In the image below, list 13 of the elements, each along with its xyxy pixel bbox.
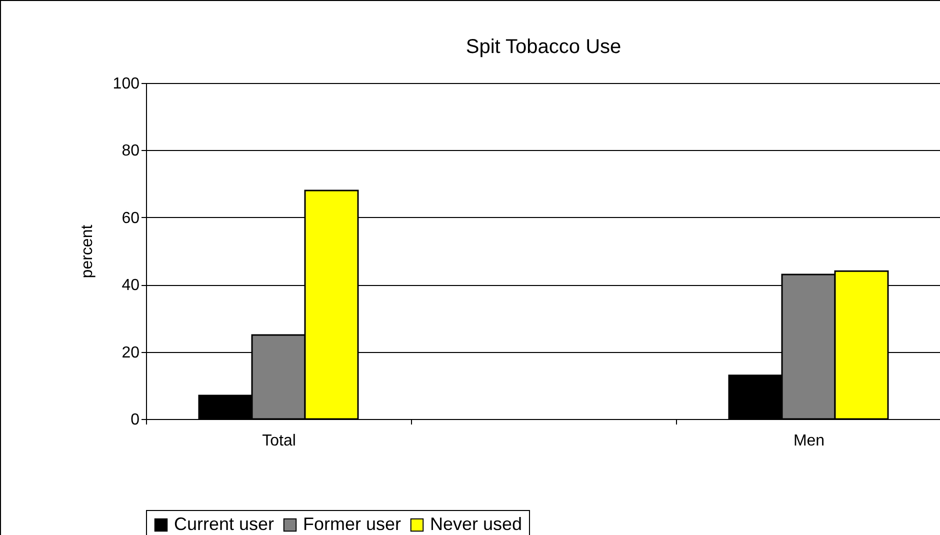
y-tick-label: 20 [122, 344, 140, 362]
legend-label: Never used [430, 514, 522, 534]
y-tick-label: 80 [122, 142, 140, 160]
legend-label: Former user [303, 514, 402, 534]
chart-title: Spit Tobacco Use [466, 36, 622, 58]
x-tick-label: Total [262, 432, 296, 450]
y-axis-title: percent [78, 224, 96, 278]
x-tick-label: Men [793, 432, 825, 450]
y-tick-label: 40 [122, 277, 140, 294]
legend-label: Current user [174, 514, 274, 534]
y-tick-label: 0 [130, 412, 140, 428]
y-tick-label: 100 [112, 76, 140, 92]
y-tick-label: 60 [122, 210, 140, 227]
